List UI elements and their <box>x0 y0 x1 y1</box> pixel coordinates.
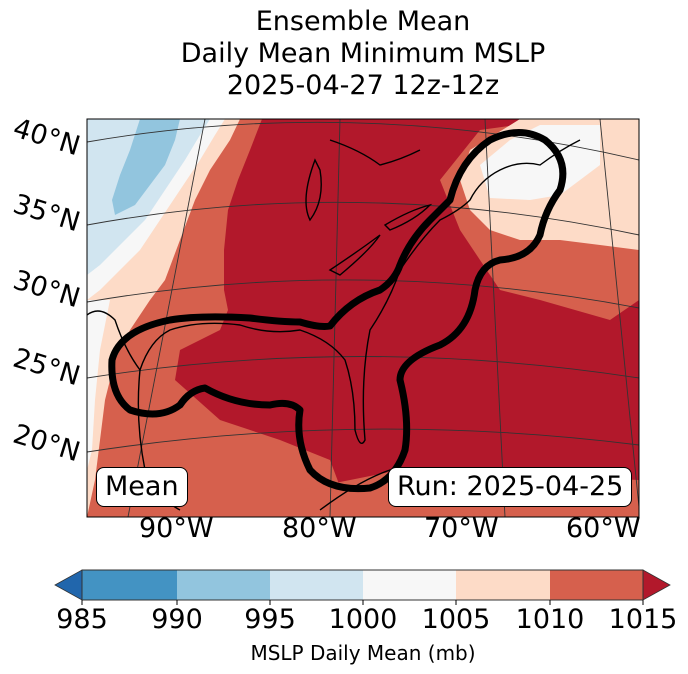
colorbar-segment-1000-1005 <box>363 570 456 600</box>
region-1000-1005-ne <box>480 125 600 200</box>
region-995-1000 <box>87 119 210 275</box>
colorbar-segment-995-1000 <box>270 570 363 600</box>
colorbar-tick-995: 995 <box>244 604 296 635</box>
lake-michigan <box>305 158 322 222</box>
colorbar-tick-1005: 1005 <box>421 604 491 635</box>
parallel-25n <box>87 356 639 379</box>
map-frame <box>86 118 640 518</box>
lake-superior-huron <box>329 139 421 166</box>
lon-label-60w: 60°W <box>566 513 641 544</box>
colorbar-tick-1010: 1010 <box>515 604 585 635</box>
lon-label-90w: 90°W <box>139 513 214 544</box>
colorbar-tick-1015: 1015 <box>608 604 678 635</box>
bold-contour <box>108 129 567 493</box>
mslp-field <box>87 119 639 517</box>
lake-ontario <box>383 203 433 231</box>
colorbar-tick-1000: 1000 <box>328 604 398 635</box>
parallel-20n <box>87 428 639 453</box>
parallel-35n <box>87 201 639 236</box>
colorbar-tick-985: 985 <box>56 604 108 635</box>
colorbar-label: MSLP Daily Mean (mb) <box>250 641 476 665</box>
colorbar-segment-985-990 <box>82 570 177 600</box>
title-line-3: 2025-04-27 12z-12z <box>226 70 500 101</box>
lake-erie <box>328 234 381 276</box>
meridian-70w <box>484 119 506 517</box>
annotation-mean: Mean <box>96 467 188 507</box>
annotation-run-date: Run: 2025-04-25 <box>388 467 633 507</box>
lon-label-80w: 80°W <box>282 513 357 544</box>
colorbar <box>54 569 671 605</box>
region-990-995 <box>112 119 180 215</box>
colorbar-segment-1005-1010 <box>456 570 550 600</box>
colorbar-segment-1010-1015 <box>550 570 643 600</box>
region-1000-1005-west-lower <box>87 300 110 470</box>
parallel-40n <box>87 121 639 161</box>
us-coastline <box>87 139 581 444</box>
colorbar-ticks <box>81 600 644 605</box>
colorbar-under-triangle <box>54 569 83 601</box>
parallel-30n <box>87 279 639 309</box>
title-line-1: Ensemble Mean <box>255 6 471 37</box>
meridian-60w <box>599 119 639 512</box>
colorbar-segment-990-995 <box>177 570 270 600</box>
lon-label-70w: 70°W <box>424 513 499 544</box>
colorbar-tick-990: 990 <box>151 604 203 635</box>
colorbar-over-triangle <box>642 569 671 601</box>
title-line-2: Daily Mean Minimum MSLP <box>180 38 546 69</box>
